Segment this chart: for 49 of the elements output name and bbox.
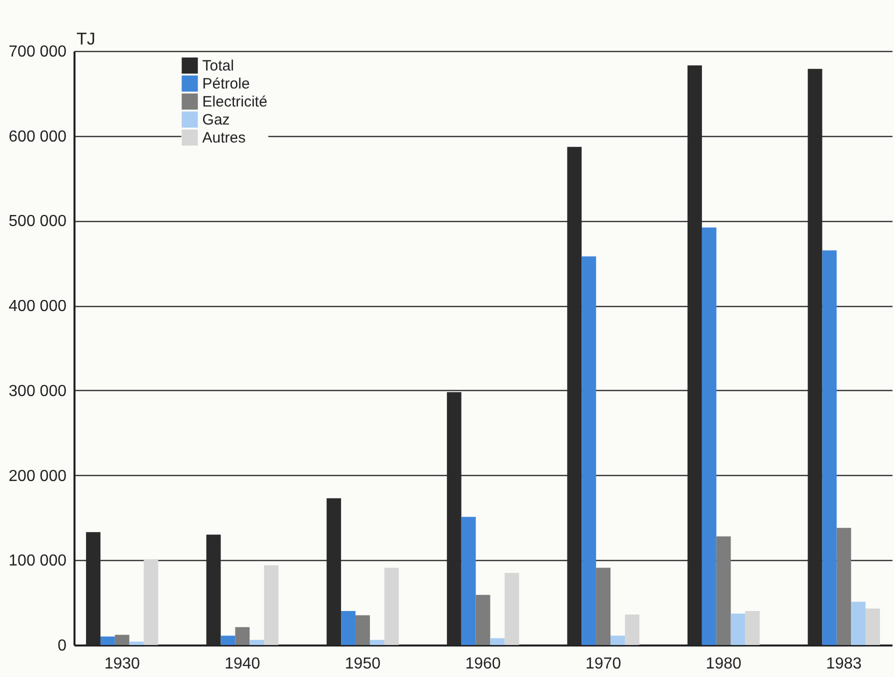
bar <box>114 634 130 645</box>
x-tick-label: 1983 <box>826 656 862 672</box>
y-tick-label: 700 000 <box>8 44 67 60</box>
bar <box>702 228 716 645</box>
bar <box>866 608 880 645</box>
bar <box>610 636 625 645</box>
bar <box>264 565 278 645</box>
bar <box>220 636 236 645</box>
y-tick-label: 400 000 <box>8 298 67 316</box>
bar <box>745 611 760 645</box>
bar <box>144 559 158 645</box>
y-tick-label: 0 <box>58 638 67 654</box>
y-tick-label: 100 000 <box>8 552 67 570</box>
y-axis-title: TJ <box>76 30 96 48</box>
y-tick-label: 600 000 <box>8 128 67 146</box>
legend-label: Pétrole <box>202 76 250 92</box>
x-tick-label: 1970 <box>585 656 622 672</box>
bar <box>129 642 144 645</box>
y-tick-label: 500 000 <box>8 213 67 230</box>
bar <box>504 572 520 645</box>
legend-label: Total <box>202 58 234 74</box>
bar <box>596 568 611 645</box>
bar <box>822 250 837 645</box>
bar <box>851 602 866 645</box>
legend-label: Autres <box>202 130 246 146</box>
legend-label: Gaz <box>202 112 230 128</box>
y-tick-label: 300 000 <box>8 382 67 400</box>
x-tick-label: 1940 <box>224 656 260 672</box>
bar <box>730 614 746 645</box>
x-tick-label: 1950 <box>344 656 381 672</box>
bar <box>490 638 505 645</box>
bar <box>716 536 731 645</box>
bar <box>461 516 476 645</box>
legend-label: Electricité <box>202 94 268 110</box>
bar <box>355 615 370 645</box>
bar <box>476 594 490 645</box>
bar <box>235 627 250 645</box>
x-tick-label: 1960 <box>465 656 501 672</box>
bar <box>100 636 115 645</box>
bar <box>384 568 399 645</box>
x-tick-label: 1980 <box>706 656 742 672</box>
bar <box>624 614 640 645</box>
bar <box>582 256 596 645</box>
x-tick-label: 1930 <box>104 656 140 672</box>
bar <box>370 640 384 645</box>
bar <box>836 528 852 645</box>
bar <box>250 640 264 645</box>
bar <box>341 611 356 645</box>
y-tick-label: 200 000 <box>8 468 67 485</box>
